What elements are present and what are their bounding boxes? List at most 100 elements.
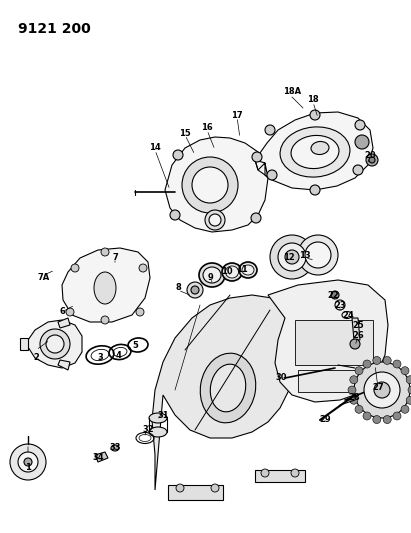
- Circle shape: [209, 214, 221, 226]
- Text: 6: 6: [59, 308, 65, 317]
- Bar: [168, 485, 223, 500]
- Circle shape: [252, 152, 262, 162]
- Circle shape: [353, 165, 363, 175]
- Circle shape: [373, 357, 381, 365]
- Circle shape: [305, 242, 331, 268]
- Text: 32: 32: [142, 425, 154, 434]
- Circle shape: [383, 357, 391, 365]
- Circle shape: [355, 120, 365, 130]
- Circle shape: [355, 367, 363, 375]
- Circle shape: [66, 308, 74, 316]
- Text: 11: 11: [236, 265, 248, 274]
- Text: 27: 27: [372, 384, 384, 392]
- Circle shape: [355, 135, 369, 149]
- Text: 7A: 7A: [38, 273, 50, 282]
- Circle shape: [369, 157, 375, 163]
- Ellipse shape: [111, 445, 119, 451]
- Text: 31: 31: [157, 410, 169, 419]
- Text: 29: 29: [319, 416, 331, 424]
- Text: 1: 1: [25, 464, 31, 472]
- Circle shape: [374, 382, 390, 398]
- Ellipse shape: [226, 266, 238, 278]
- Circle shape: [192, 167, 228, 203]
- Bar: [295, 320, 373, 365]
- Circle shape: [101, 316, 109, 324]
- Ellipse shape: [210, 364, 246, 412]
- Circle shape: [251, 213, 261, 223]
- Polygon shape: [352, 318, 360, 340]
- Circle shape: [270, 235, 314, 279]
- Circle shape: [393, 360, 401, 368]
- Ellipse shape: [200, 353, 256, 423]
- Circle shape: [205, 210, 225, 230]
- Circle shape: [170, 210, 180, 220]
- Text: 9121 200: 9121 200: [18, 22, 91, 36]
- Circle shape: [406, 376, 411, 384]
- Circle shape: [176, 484, 184, 492]
- Circle shape: [139, 264, 147, 272]
- Circle shape: [10, 444, 46, 480]
- Text: 34: 34: [92, 454, 104, 463]
- Polygon shape: [20, 338, 28, 350]
- Polygon shape: [255, 112, 373, 190]
- Circle shape: [373, 416, 381, 424]
- Text: 25: 25: [352, 320, 364, 329]
- Circle shape: [310, 110, 320, 120]
- Text: 28: 28: [348, 393, 360, 402]
- Ellipse shape: [280, 127, 350, 177]
- Text: 13: 13: [299, 252, 311, 261]
- Text: 3: 3: [97, 353, 103, 362]
- Circle shape: [46, 335, 64, 353]
- Circle shape: [18, 452, 38, 472]
- Text: 5: 5: [132, 341, 138, 350]
- Circle shape: [363, 360, 371, 368]
- Ellipse shape: [149, 427, 167, 437]
- Circle shape: [136, 308, 144, 316]
- Text: 7: 7: [112, 254, 118, 262]
- Circle shape: [298, 235, 338, 275]
- Polygon shape: [58, 360, 70, 370]
- Bar: [255, 470, 305, 482]
- Circle shape: [24, 458, 32, 466]
- Circle shape: [363, 412, 371, 420]
- Circle shape: [350, 376, 358, 384]
- Polygon shape: [165, 137, 268, 232]
- Text: 9: 9: [207, 273, 213, 282]
- Ellipse shape: [203, 267, 221, 283]
- Ellipse shape: [199, 263, 225, 287]
- Circle shape: [265, 125, 275, 135]
- Circle shape: [393, 412, 401, 420]
- Text: 14: 14: [149, 143, 161, 152]
- Circle shape: [211, 484, 219, 492]
- Polygon shape: [62, 248, 150, 322]
- Polygon shape: [268, 280, 388, 402]
- Circle shape: [364, 372, 400, 408]
- Text: 18: 18: [307, 95, 319, 104]
- Text: 24: 24: [342, 311, 354, 320]
- Circle shape: [401, 367, 409, 375]
- Ellipse shape: [291, 135, 339, 168]
- Circle shape: [187, 282, 203, 298]
- Circle shape: [348, 386, 356, 394]
- Circle shape: [354, 362, 410, 418]
- Ellipse shape: [242, 265, 254, 275]
- Ellipse shape: [94, 272, 116, 304]
- Circle shape: [406, 396, 411, 404]
- Text: 2: 2: [33, 353, 39, 362]
- Circle shape: [71, 264, 79, 272]
- Circle shape: [267, 170, 277, 180]
- Ellipse shape: [239, 262, 257, 278]
- Text: 12: 12: [283, 254, 295, 262]
- Circle shape: [101, 248, 109, 256]
- Text: 8: 8: [175, 284, 181, 293]
- Text: 20: 20: [364, 150, 376, 159]
- Text: 17: 17: [231, 110, 243, 119]
- Text: 33: 33: [109, 443, 121, 453]
- Polygon shape: [28, 320, 82, 368]
- Polygon shape: [95, 452, 108, 462]
- Text: 22: 22: [327, 292, 339, 301]
- Circle shape: [182, 157, 238, 213]
- Text: 26: 26: [352, 330, 364, 340]
- Text: 4: 4: [115, 351, 121, 359]
- Circle shape: [408, 386, 411, 394]
